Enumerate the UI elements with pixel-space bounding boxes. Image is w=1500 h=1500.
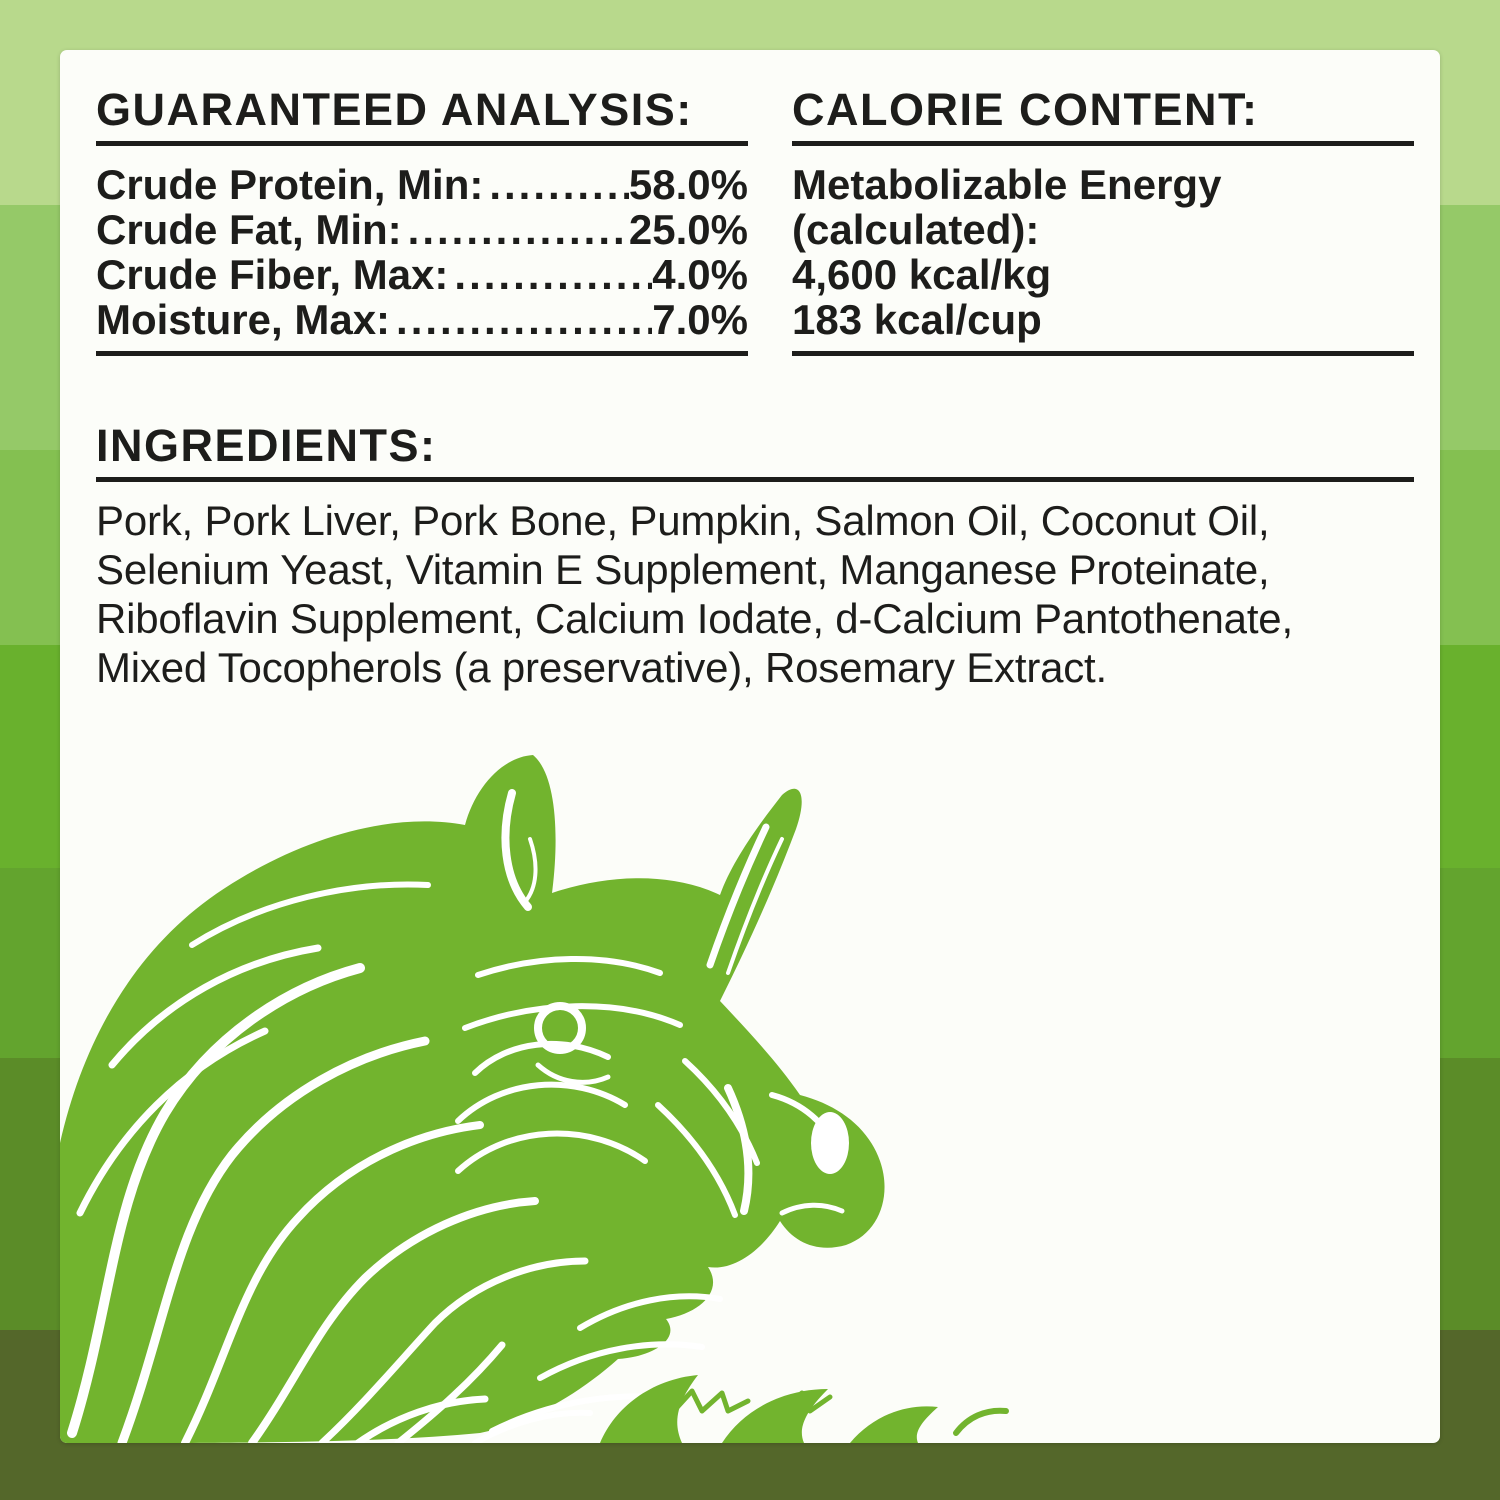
analysis-label: Moisture, Max: — [96, 296, 391, 343]
foliage-swirls — [600, 1375, 1009, 1443]
analysis-value: 58.0% — [628, 161, 748, 208]
divider — [96, 477, 1414, 482]
ingredients-section: INGREDIENTS: Pork, Pork Liver, Pork Bone… — [96, 422, 1414, 692]
analysis-row: Crude Fiber, Max: ................ 4.0% — [96, 252, 748, 297]
calorie-line: (calculated): — [792, 206, 1040, 253]
analysis-label: Crude Fat, Min: — [96, 206, 402, 253]
analysis-value: 4.0% — [652, 251, 748, 298]
ingredients-lines: Pork, Pork Liver, Pork Bone, Pumpkin, Sa… — [96, 496, 1414, 692]
analysis-label: Crude Protein, Min: — [96, 161, 484, 208]
analysis-row: Crude Fat, Min: ................. 25.0% — [96, 207, 748, 252]
calorie-line: 4,600 kcal/kg — [792, 251, 1052, 298]
guaranteed-analysis-title: GUARANTEED ANALYSIS: — [96, 84, 693, 135]
divider — [96, 351, 748, 356]
calorie-line: Metabolizable Energy — [792, 161, 1222, 208]
pig-nostril — [811, 1112, 849, 1174]
divider — [792, 351, 1414, 356]
calorie-content-section: CALORIE CONTENT: Metabolizable Energy (c… — [792, 86, 1414, 356]
analysis-value: 25.0% — [628, 206, 748, 253]
guaranteed-analysis-rows: Crude Protein, Min: .......... 58.0% Cru… — [96, 162, 748, 342]
divider — [96, 141, 748, 146]
analysis-row: Crude Protein, Min: .......... 58.0% — [96, 162, 748, 207]
dot-leader: ................ — [454, 252, 652, 297]
ingredients-line: Riboflavin Supplement, Calcium Iodate, d… — [96, 595, 1293, 642]
ingredients-line: Mixed Tocopherols (a preservative), Rose… — [96, 644, 1107, 691]
analysis-row: Moisture, Max: ..................... 7.0… — [96, 297, 748, 342]
label-card: GUARANTEED ANALYSIS: Crude Protein, Min:… — [60, 50, 1440, 1443]
dot-leader: ..................... — [396, 297, 652, 342]
divider — [792, 141, 1414, 146]
dot-leader: ................. — [407, 207, 629, 252]
calorie-line: 183 kcal/cup — [792, 296, 1042, 343]
analysis-value: 7.0% — [652, 296, 748, 343]
ingredients-line: Selenium Yeast, Vitamin E Supplement, Ma… — [96, 546, 1270, 593]
ingredients-title: INGREDIENTS: — [96, 420, 437, 471]
dot-leader: .......... — [489, 162, 629, 207]
calorie-content-lines: Metabolizable Energy (calculated): 4,600… — [792, 162, 1414, 342]
guaranteed-analysis-section: GUARANTEED ANALYSIS: Crude Protein, Min:… — [96, 86, 748, 356]
pig-line-art-illustration — [60, 755, 1009, 1443]
analysis-label: Crude Fiber, Max: — [96, 251, 449, 298]
ingredients-line: Pork, Pork Liver, Pork Bone, Pumpkin, Sa… — [96, 497, 1270, 544]
calorie-content-title: CALORIE CONTENT: — [792, 84, 1259, 135]
